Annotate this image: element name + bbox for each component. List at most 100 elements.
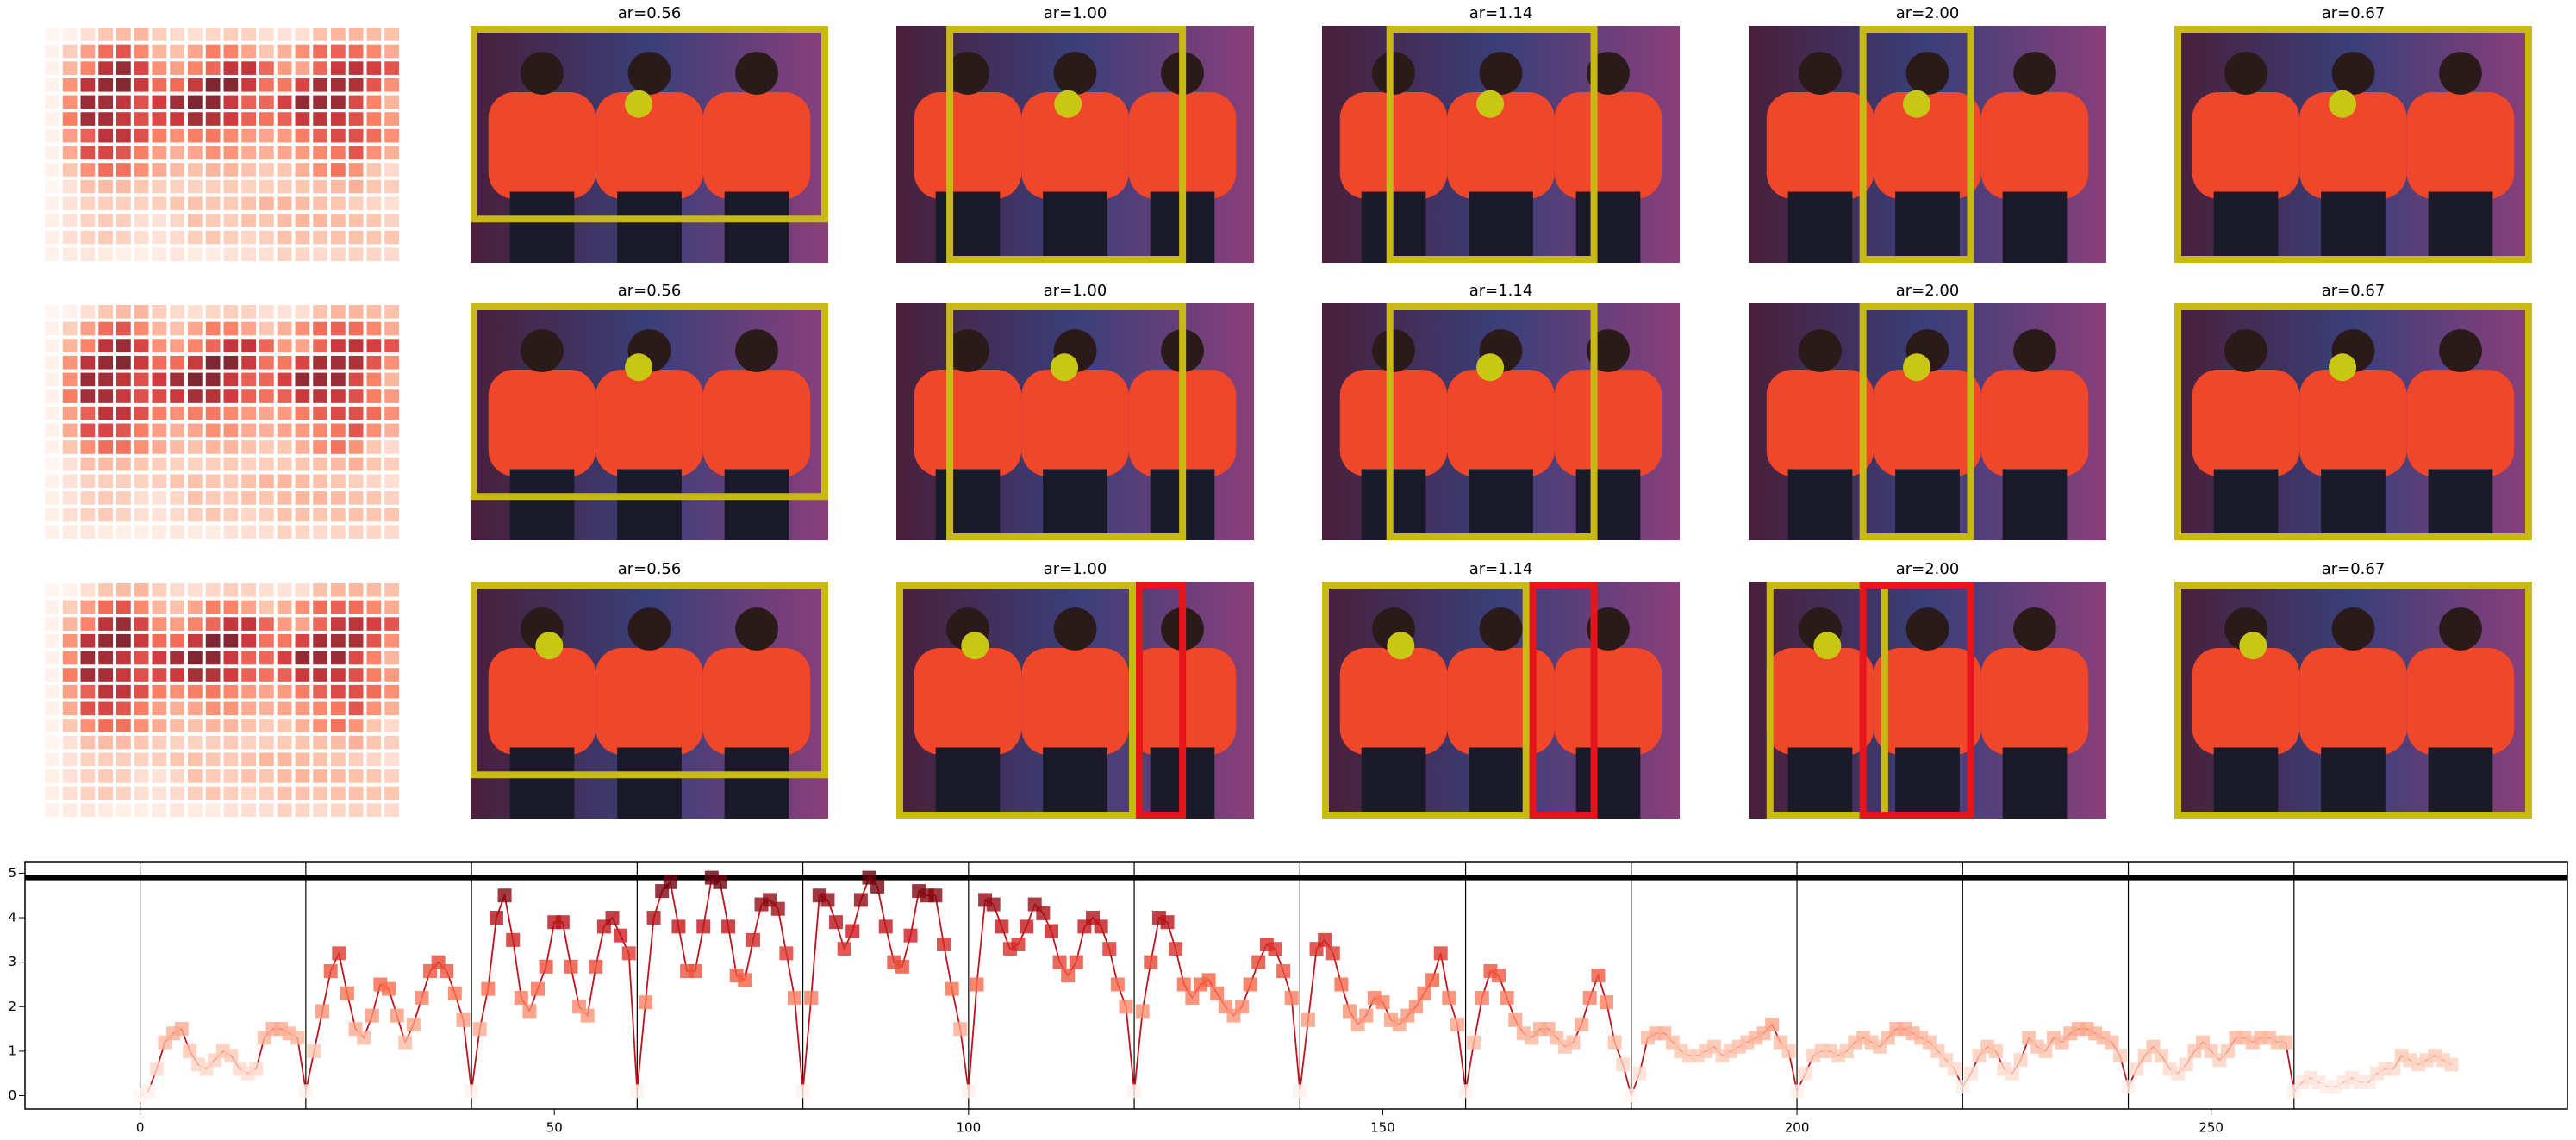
panel-title: ar=1.14 — [1469, 560, 1533, 578]
heatmap-cell — [188, 668, 203, 682]
heatmap-cell — [295, 214, 310, 227]
heatmap-cell — [241, 179, 256, 194]
heatmap-cell — [384, 355, 399, 370]
marker — [1094, 919, 1108, 934]
person-legs — [1469, 469, 1533, 540]
heatmap-cell — [241, 321, 256, 336]
heatmap-cell — [45, 600, 59, 614]
heatmap-cell — [223, 423, 239, 438]
heatmap-cell — [98, 617, 113, 631]
heatmap-cell — [152, 668, 167, 682]
heatmap-cell — [241, 600, 256, 614]
box-yellow — [471, 26, 828, 223]
heatmap-cell — [384, 128, 399, 143]
marker — [589, 959, 603, 974]
heatmap-cell — [384, 474, 399, 489]
heatmap-cell — [62, 423, 78, 438]
heatmap-cell — [62, 372, 78, 387]
marker — [2121, 1080, 2136, 1094]
person-head — [1479, 52, 1523, 95]
heatmap-cell — [134, 61, 149, 75]
marker — [1144, 955, 1158, 969]
heatmap-cell — [331, 305, 346, 319]
heatmap-cell — [62, 600, 78, 614]
heatmap-cell — [313, 651, 327, 665]
person-body — [596, 370, 703, 477]
heatmap-cell — [295, 247, 310, 261]
heatmap-cell — [384, 44, 399, 59]
heatmap-cell — [384, 719, 399, 732]
heatmap-cell — [134, 28, 149, 41]
heatmap-cell — [223, 668, 239, 682]
heatmap-cell — [170, 339, 184, 352]
heatmap-cell — [348, 247, 364, 261]
heatmap-cell — [116, 617, 131, 631]
heatmap-cell — [259, 305, 274, 319]
heatmap-cell — [98, 61, 113, 75]
heatmap-cell — [331, 179, 346, 194]
person-body — [1447, 92, 1555, 199]
heatmap-cell — [98, 752, 113, 767]
heatmap-cell — [259, 214, 274, 227]
heatmap-cell — [241, 339, 256, 352]
heatmap-cell — [313, 28, 327, 41]
marker — [183, 1043, 197, 1058]
heatmap-cell — [384, 457, 399, 471]
person-body — [2299, 648, 2407, 755]
heatmap-cell — [188, 61, 203, 75]
heatmap-cell — [366, 508, 382, 522]
heatmap-cell — [188, 146, 203, 160]
heatmap-cell — [205, 179, 221, 194]
heatmap-cell — [259, 769, 274, 783]
heatmap-cell — [223, 78, 239, 92]
marker — [895, 959, 909, 974]
heatmap-cell — [295, 28, 310, 41]
heatmap-cell — [152, 355, 167, 370]
heatmap-cell — [62, 491, 78, 505]
person-legs — [509, 747, 575, 819]
heatmap-cell — [80, 684, 96, 699]
heatmap-cell — [80, 146, 96, 160]
heatmap-cell — [98, 440, 113, 454]
heatmap-cell — [366, 339, 382, 352]
marker — [381, 981, 396, 996]
marker — [853, 893, 868, 907]
marker — [1176, 977, 1191, 992]
marker — [298, 1084, 313, 1099]
panel-title: ar=1.00 — [1044, 4, 1107, 22]
heatmap-cell — [241, 230, 256, 245]
marker — [1988, 1043, 2003, 1058]
heatmap-cell — [384, 112, 399, 126]
box-yellow — [1322, 582, 1530, 819]
heatmap-cell — [384, 786, 399, 800]
heatmap-cell — [366, 423, 382, 438]
marker — [1044, 924, 1058, 938]
heatmap-cell — [331, 684, 346, 699]
person-body — [1021, 370, 1129, 477]
heatmap-cell — [313, 247, 327, 261]
anchor-dot — [2329, 90, 2357, 118]
person-body — [702, 648, 811, 755]
heatmap-cell — [98, 735, 113, 750]
heatmap-cell — [223, 735, 239, 750]
heatmap-cell — [116, 44, 131, 59]
marker — [174, 1022, 189, 1037]
heatmap-cell — [223, 61, 239, 75]
heatmap-cell — [45, 61, 59, 75]
marker — [738, 973, 752, 987]
heatmap-cell — [295, 61, 310, 75]
heatmap-cell — [80, 372, 96, 387]
heatmap-cell — [45, 372, 59, 387]
heatmap-cell — [348, 457, 364, 471]
heatmap-cell — [134, 684, 149, 699]
heatmap-cell — [331, 719, 346, 732]
heatmap-cell — [80, 701, 96, 716]
heatmap-cell — [188, 230, 203, 245]
heatmap-cell — [188, 179, 203, 194]
heatmap-cell — [152, 372, 167, 387]
heatmap-cell — [116, 735, 131, 750]
heatmap-cell — [45, 684, 59, 699]
heatmap-cell — [134, 457, 149, 471]
x-tick-label: 150 — [1370, 1120, 1395, 1136]
